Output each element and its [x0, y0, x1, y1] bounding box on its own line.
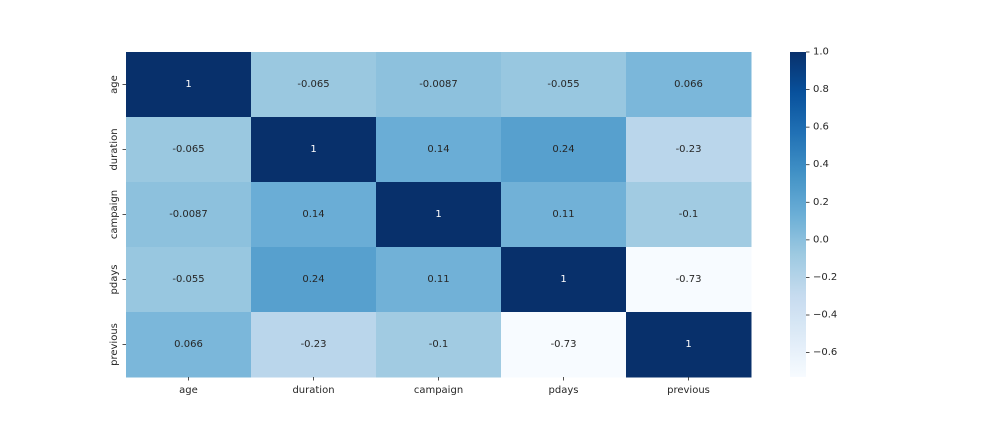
- y-tick-label-pdays: pdays: [109, 265, 120, 295]
- cell-annotation-duration-previous: -0.23: [676, 144, 702, 155]
- colorbar-tick-label: 0.0: [813, 234, 829, 245]
- cell-annotation-previous-pdays: -0.73: [551, 339, 577, 350]
- colorbar-tick-label: −0.4: [813, 310, 837, 321]
- cell-annotation-campaign-previous: -0.1: [679, 209, 699, 220]
- heatmap-cell-age-duration: [251, 52, 377, 118]
- cell-annotation-pdays-previous: -0.73: [676, 274, 702, 285]
- colorbar-tick-label: 0.8: [813, 84, 829, 95]
- heatmap-cells: [126, 52, 752, 378]
- cell-annotation-duration-campaign: 0.14: [427, 144, 449, 155]
- colorbar-tick-label: 1.0: [813, 47, 829, 58]
- x-axis-ticks: age duration campaign pdays previous: [179, 377, 710, 396]
- cell-annotation-pdays-pdays: 1: [560, 274, 566, 285]
- heatmap-cell-duration-previous: [626, 117, 752, 183]
- colorbar-gradient: [790, 52, 806, 377]
- heatmap-cell-previous-pdays: [501, 312, 627, 378]
- cell-annotation-duration-duration: 1: [310, 144, 316, 155]
- colorbar-tick-label: −0.2: [813, 272, 837, 283]
- cell-annotation-age-duration: -0.065: [297, 79, 329, 90]
- cell-annotation-previous-duration: -0.23: [301, 339, 327, 350]
- heatmap-cell-previous-age: [126, 312, 252, 378]
- cell-annotation-duration-age: -0.065: [172, 144, 204, 155]
- heatmap-cell-duration-pdays: [501, 117, 627, 183]
- heatmap-cell-previous-duration: [251, 312, 377, 378]
- y-tick-label-campaign: campaign: [109, 190, 120, 239]
- cell-annotation-age-pdays: -0.055: [547, 79, 579, 90]
- x-tick-label-previous: previous: [667, 385, 710, 396]
- heatmap-cell-campaign-previous: [626, 182, 752, 248]
- cell-annotation-campaign-campaign: 1: [435, 209, 441, 220]
- heatmap-cell-age-pdays: [501, 52, 627, 118]
- heatmap-cell-pdays-campaign: [376, 247, 502, 313]
- heatmap-cell-campaign-age: [126, 182, 252, 248]
- cell-annotation-duration-pdays: 0.24: [552, 144, 574, 155]
- colorbar-tick-label: 0.4: [813, 159, 829, 170]
- heatmap-cell-age-previous: [626, 52, 752, 118]
- cell-annotation-age-campaign: -0.0087: [419, 79, 458, 90]
- cell-annotation-previous-age: 0.066: [174, 339, 203, 350]
- cell-annotation-age-previous: 0.066: [674, 79, 703, 90]
- heatmap-cell-pdays-duration: [251, 247, 377, 313]
- y-tick-label-age: age: [109, 75, 120, 94]
- heatmap-cell-age-campaign: [376, 52, 502, 118]
- colorbar: 1.0 0.8 0.6 0.4 0.2 0.0 −0.2 −0.4 −0.6: [790, 47, 837, 377]
- cell-annotation-previous-previous: 1: [685, 339, 691, 350]
- cell-annotation-campaign-age: -0.0087: [169, 209, 208, 220]
- colorbar-tick-label: −0.6: [813, 347, 837, 358]
- x-tick-label-duration: duration: [292, 385, 334, 396]
- heatmap-cell-previous-previous: [626, 312, 752, 378]
- x-tick-label-age: age: [179, 385, 198, 396]
- x-tick-label-campaign: campaign: [414, 385, 463, 396]
- heatmap-cell-pdays-pdays: [501, 247, 627, 313]
- cell-annotation-campaign-pdays: 0.11: [552, 209, 574, 220]
- heatmap-cell-duration-campaign: [376, 117, 502, 183]
- heatmap-cell-duration-duration: [251, 117, 377, 183]
- heatmap-annotations: 1 -0.065 -0.0087 -0.055 0.066 -0.065 1 0.14 0.24…: [169, 79, 703, 350]
- y-tick-label-previous: previous: [109, 323, 120, 366]
- cell-annotation-campaign-duration: 0.14: [302, 209, 324, 220]
- heatmap-cell-duration-age: [126, 117, 252, 183]
- heatmap-cell-campaign-campaign: [376, 182, 502, 248]
- colorbar-tick-label: 0.2: [813, 197, 829, 208]
- cell-annotation-pdays-campaign: 0.11: [427, 274, 449, 285]
- y-tick-label-duration: duration: [109, 128, 120, 170]
- cell-annotation-age-age: 1: [185, 79, 191, 90]
- x-tick-label-pdays: pdays: [549, 385, 579, 396]
- heatmap-cell-campaign-pdays: [501, 182, 627, 248]
- heatmap-cell-age-age: [126, 52, 252, 118]
- cell-annotation-pdays-duration: 0.24: [302, 274, 324, 285]
- heatmap-cell-pdays-previous: [626, 247, 752, 313]
- y-axis-ticks: age duration campaign pdays previous: [109, 75, 126, 366]
- cell-annotation-pdays-age: -0.055: [172, 274, 204, 285]
- heatmap-cell-campaign-duration: [251, 182, 377, 248]
- heatmap-cell-pdays-age: [126, 247, 252, 313]
- cell-annotation-previous-campaign: -0.1: [429, 339, 449, 350]
- heatmap-cell-previous-campaign: [376, 312, 502, 378]
- colorbar-tick-label: 0.6: [813, 122, 829, 133]
